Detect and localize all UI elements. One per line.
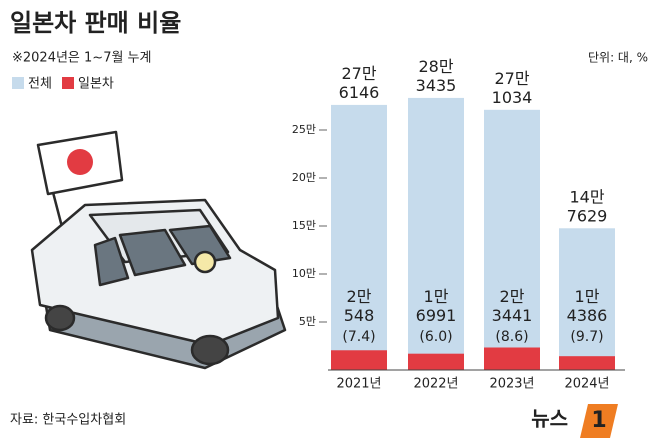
value-label-line: 27만	[494, 68, 529, 87]
legend-label: 일본차	[78, 77, 114, 92]
value-label: 27만 6146	[339, 63, 380, 101]
share-label: (6.0)	[419, 329, 452, 345]
value-label: 28만 3435	[416, 56, 457, 94]
value-label-line: 1만	[575, 287, 600, 306]
value-label: 2만 3441	[492, 287, 533, 325]
value-label-line: 14만	[569, 187, 604, 206]
x-tick-label: 2023년	[489, 377, 534, 392]
value-label-line: 2만	[500, 287, 525, 306]
value-label-line: 3435	[416, 75, 457, 94]
source: 자료: 한국수입차협회	[10, 413, 126, 428]
bar	[559, 228, 615, 370]
bar	[484, 109, 540, 370]
y-tick-label: 15만	[292, 219, 316, 232]
bar	[331, 350, 387, 370]
bar	[408, 97, 464, 370]
x-tick-label: 2022년	[413, 377, 458, 392]
car-window	[168, 224, 232, 266]
y-tick-label: 5만	[299, 315, 316, 328]
share-label: (7.4)	[342, 329, 375, 345]
share-label: (8.6)	[495, 329, 528, 345]
logo-badge-shape	[580, 404, 618, 438]
car-window	[93, 236, 130, 287]
logo: 뉴스 1	[531, 404, 618, 438]
car-window	[118, 228, 187, 277]
bar	[331, 104, 387, 370]
bar	[484, 347, 540, 370]
value-label-line: 7629	[567, 206, 608, 225]
value-label-line: 4386	[567, 306, 608, 325]
value-label-line: 548	[344, 306, 375, 325]
share-label: (9.7)	[570, 329, 603, 345]
y-tick-label: 25만	[292, 123, 316, 136]
value-label: 1만 4386	[567, 287, 608, 325]
bar	[559, 356, 615, 370]
value-label: 1만 6991	[416, 287, 457, 325]
logo-text: 뉴스	[531, 407, 568, 431]
value-label-line: 1만	[424, 287, 449, 306]
x-tick-label: 2024년	[564, 377, 609, 392]
car-light	[193, 250, 217, 274]
unit: 단위: 대, %	[588, 51, 648, 65]
logo-badge: 1	[591, 408, 606, 433]
value-label-line: 28만	[418, 56, 453, 75]
value-label-line: 2만	[347, 287, 372, 306]
legend-swatch	[62, 77, 74, 89]
chart-title: 일본차 판매 비율	[10, 9, 181, 37]
value-label: 27만 1034	[492, 68, 533, 106]
legend-swatch	[12, 77, 24, 89]
legend-label: 전체	[28, 77, 52, 92]
value-label-line: 1034	[492, 87, 533, 106]
note: ※2024년은 1~7월 누계	[12, 51, 151, 66]
flag-sun	[67, 149, 93, 175]
value-label-line: 3441	[492, 306, 533, 325]
bar	[408, 353, 464, 370]
y-tick-label: 10만	[292, 267, 316, 280]
car-wheel	[44, 304, 76, 332]
value-label-line: 6146	[339, 82, 380, 101]
value-label-line: 27만	[341, 63, 376, 82]
value-label-line: 6991	[416, 306, 457, 325]
y-tick-label: 20만	[292, 171, 316, 184]
value-label: 2만 548	[344, 287, 375, 325]
car-illustration	[30, 130, 287, 370]
car-wheel	[190, 334, 230, 366]
x-tick-label: 2021년	[336, 377, 381, 392]
value-label: 14만 7629	[567, 187, 608, 225]
